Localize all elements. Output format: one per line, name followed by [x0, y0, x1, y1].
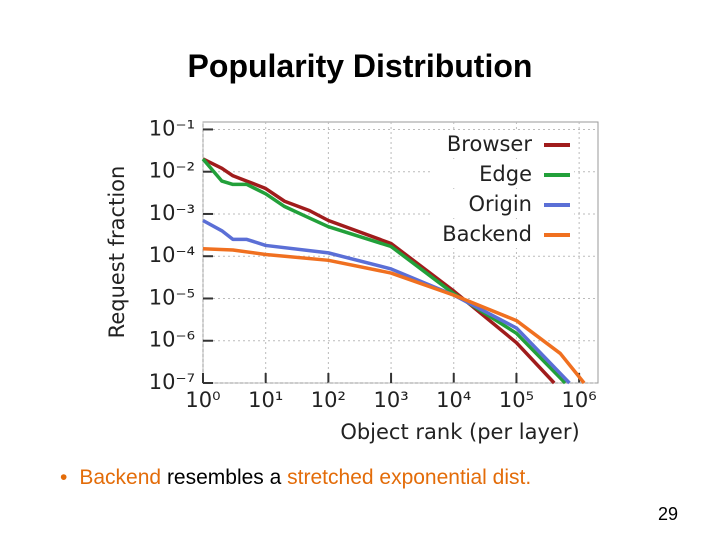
- y-tick-label: 10⁻³: [149, 201, 195, 225]
- bullet-part: resembles a: [166, 466, 282, 489]
- y-axis-label: Request fraction: [105, 166, 129, 339]
- legend-label: Origin: [469, 192, 532, 216]
- y-tick-label: 10⁻⁷: [149, 370, 195, 394]
- legend-label: Backend: [442, 222, 532, 246]
- x-tick-label: 10⁵: [499, 388, 534, 412]
- chart: Object rank (per layer) Request fraction…: [105, 116, 599, 444]
- x-tick-label: 10⁶: [562, 388, 597, 412]
- x-tick-label: 10²: [311, 388, 346, 412]
- bullet-part: Backend: [79, 466, 162, 489]
- y-tick-label: 10⁻⁵: [149, 285, 195, 309]
- y-tick-label: 10⁻⁶: [149, 328, 195, 352]
- bullet: Backend resembles a stretched exponentia…: [60, 466, 531, 490]
- legend-label: Browser: [447, 132, 532, 156]
- page-number: 29: [657, 504, 678, 524]
- x-tick-label: 10¹: [248, 388, 283, 412]
- bullet-part: stretched exponential dist.: [287, 466, 532, 489]
- x-tick-label: 10³: [373, 388, 408, 412]
- y-tick-label: 10⁻⁴: [149, 243, 195, 267]
- slide-title: Popularity Distribution: [187, 48, 533, 84]
- series-line: [202, 218, 571, 385]
- x-axis-label: Object rank (per layer): [340, 420, 579, 444]
- y-tick-label: 10⁻²: [149, 159, 195, 183]
- legend-label: Edge: [479, 162, 532, 186]
- y-tick-label: 10⁻¹: [149, 116, 195, 140]
- series-line: [202, 247, 586, 385]
- x-tick-label: 10⁴: [436, 388, 471, 412]
- x-tick-label: 10⁰: [185, 388, 220, 412]
